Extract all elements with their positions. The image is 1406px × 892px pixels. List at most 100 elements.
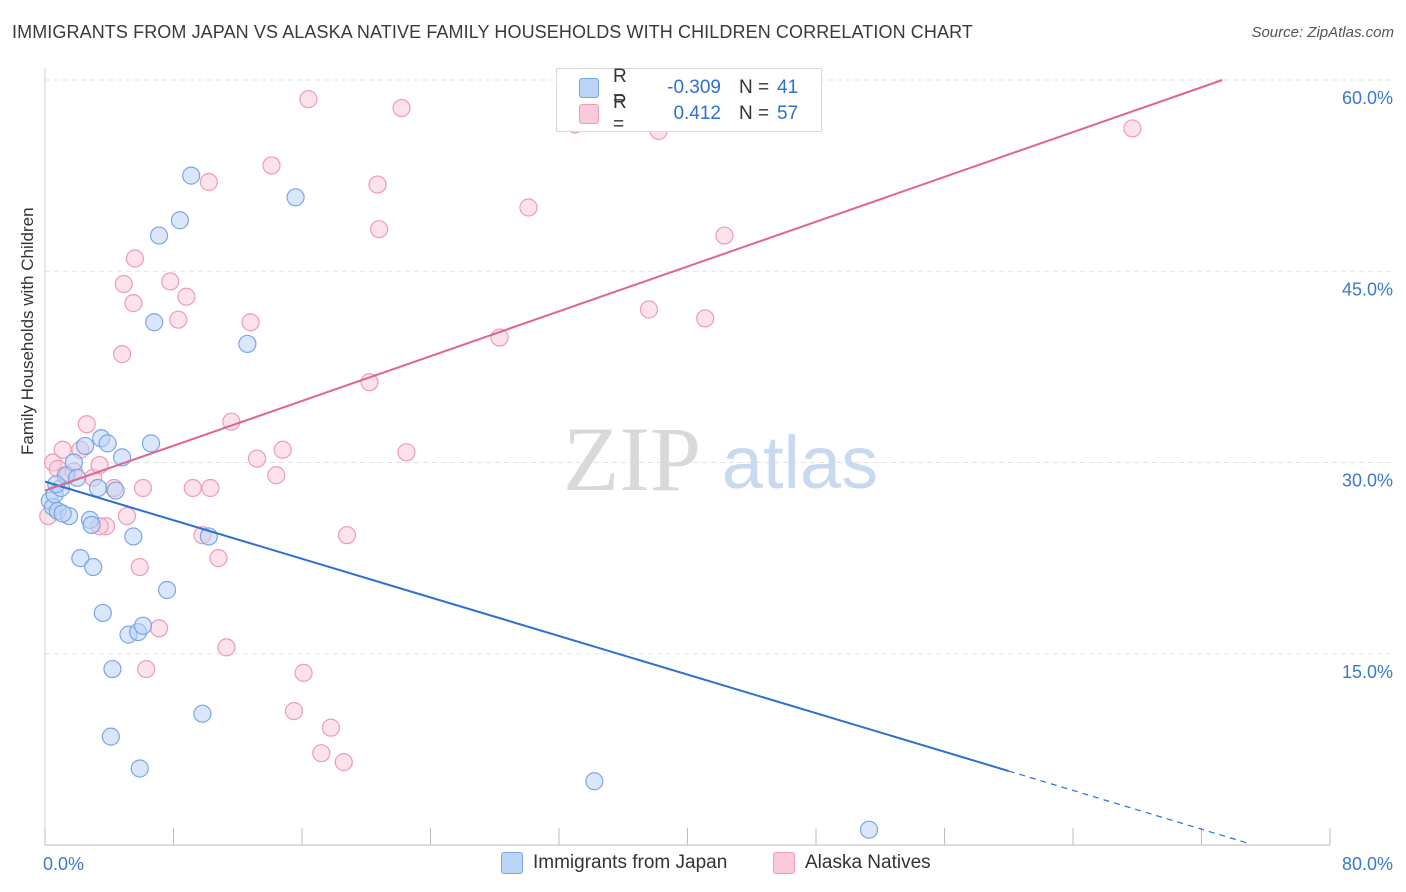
legend-row-japan: R = -0.309 N = 41: [579, 66, 799, 109]
data-point: [284, 702, 304, 721]
data-point: [294, 663, 313, 682]
data-point: [183, 478, 202, 498]
data-point: [77, 415, 96, 434]
data-point: [133, 616, 153, 635]
data-point: [217, 638, 236, 657]
data-point: [71, 549, 90, 568]
data-point: [103, 659, 122, 679]
n-value: 41: [777, 77, 799, 98]
data-point: [101, 727, 120, 746]
data-point: [267, 466, 286, 485]
data-point: [157, 580, 177, 600]
data-point: [106, 481, 125, 500]
data-point: [696, 309, 715, 328]
legend-label: Alaska Natives: [805, 852, 931, 873]
n-label: N =: [739, 77, 770, 98]
data-point: [1123, 119, 1142, 138]
legend-swatch-blue: [501, 852, 523, 874]
legend-label: Immigrants from Japan: [533, 852, 728, 873]
trend-line-japan-extension: [1008, 770, 1250, 845]
data-point: [169, 310, 188, 329]
data-point: [392, 98, 411, 118]
data-point: [112, 345, 132, 364]
data-point: [98, 434, 117, 453]
data-point: [117, 506, 137, 526]
r-label: R =: [613, 66, 627, 109]
data-point: [93, 603, 112, 623]
data-point: [241, 313, 260, 332]
data-point: [82, 515, 101, 535]
data-point: [182, 166, 201, 185]
watermark-atlas: atlas: [722, 421, 878, 504]
legend-item-japan[interactable]: Immigrants from Japan: [501, 852, 727, 874]
data-point: [145, 313, 164, 332]
data-point: [312, 744, 331, 763]
axes: [44, 68, 1331, 846]
data-point: [125, 249, 145, 268]
data-point: [141, 434, 161, 453]
n-label: N =: [739, 103, 770, 124]
y-tick-label: 60.0%: [1342, 88, 1393, 108]
data-point: [370, 220, 389, 239]
r-value: -0.309: [667, 77, 721, 98]
legend-swatch-pink: [773, 852, 795, 874]
data-point: [170, 211, 190, 230]
trend-lines: [44, 79, 1250, 845]
data-point: [273, 440, 292, 459]
tick-labels: 15.0% 30.0% 45.0% 60.0% 0.0% 80.0%: [43, 88, 1393, 874]
data-point: [519, 198, 538, 217]
data-point: [859, 820, 879, 839]
series-immigrants-from-japan: [40, 166, 879, 839]
series-alaska-natives: [39, 90, 1142, 772]
data-point: [76, 436, 95, 456]
data-point: [247, 449, 267, 468]
data-point: [130, 557, 149, 577]
n-value: 57: [777, 103, 799, 124]
x-tick-label: 80.0%: [1342, 854, 1393, 874]
data-point: [193, 704, 212, 723]
correlation-legend: R = -0.309 N = 41 R = 0.412 N = 57: [556, 66, 822, 135]
data-point: [177, 287, 196, 306]
data-point: [161, 272, 180, 291]
data-point: [137, 659, 156, 679]
data-point: [124, 527, 143, 546]
source-credit: Source: ZipAtlas.com: [1251, 24, 1394, 41]
data-point: [68, 468, 87, 487]
data-point: [149, 226, 169, 245]
data-point: [53, 440, 72, 459]
data-point: [585, 772, 604, 791]
y-tick-label: 45.0%: [1342, 279, 1393, 299]
data-point: [209, 549, 228, 568]
data-point: [88, 478, 108, 498]
trend-line-alaska: [44, 79, 1223, 492]
legend-swatch-pink: [579, 104, 599, 124]
data-point: [199, 172, 218, 192]
data-point: [238, 334, 257, 354]
data-point: [299, 90, 318, 109]
data-point: [334, 753, 353, 772]
legend-row-alaska: R = 0.412 N = 57: [579, 92, 799, 135]
chart-title: IMMIGRANTS FROM JAPAN VS ALASKA NATIVE F…: [12, 22, 973, 42]
data-point: [149, 619, 169, 638]
trend-line-japan: [44, 480, 1010, 773]
data-point: [337, 526, 357, 545]
x-tick-label: 0.0%: [43, 854, 84, 874]
y-axis-label: Family Households with Children: [18, 207, 37, 455]
data-point: [53, 504, 72, 523]
data-point: [130, 759, 149, 778]
r-label: R =: [613, 92, 627, 135]
data-point: [84, 557, 103, 577]
data-point: [262, 156, 281, 175]
r-value: 0.412: [673, 103, 721, 124]
data-point: [114, 274, 133, 294]
grid-lines: [45, 79, 1392, 655]
data-point: [133, 478, 153, 498]
watermark-zip: ZIP: [563, 408, 701, 510]
data-point: [286, 188, 305, 207]
data-point: [397, 443, 416, 462]
data-point: [321, 718, 341, 737]
legend-swatch-blue: [579, 78, 599, 98]
legend-item-alaska[interactable]: Alaska Natives: [773, 852, 931, 874]
y-tick-label: 15.0%: [1342, 662, 1393, 682]
